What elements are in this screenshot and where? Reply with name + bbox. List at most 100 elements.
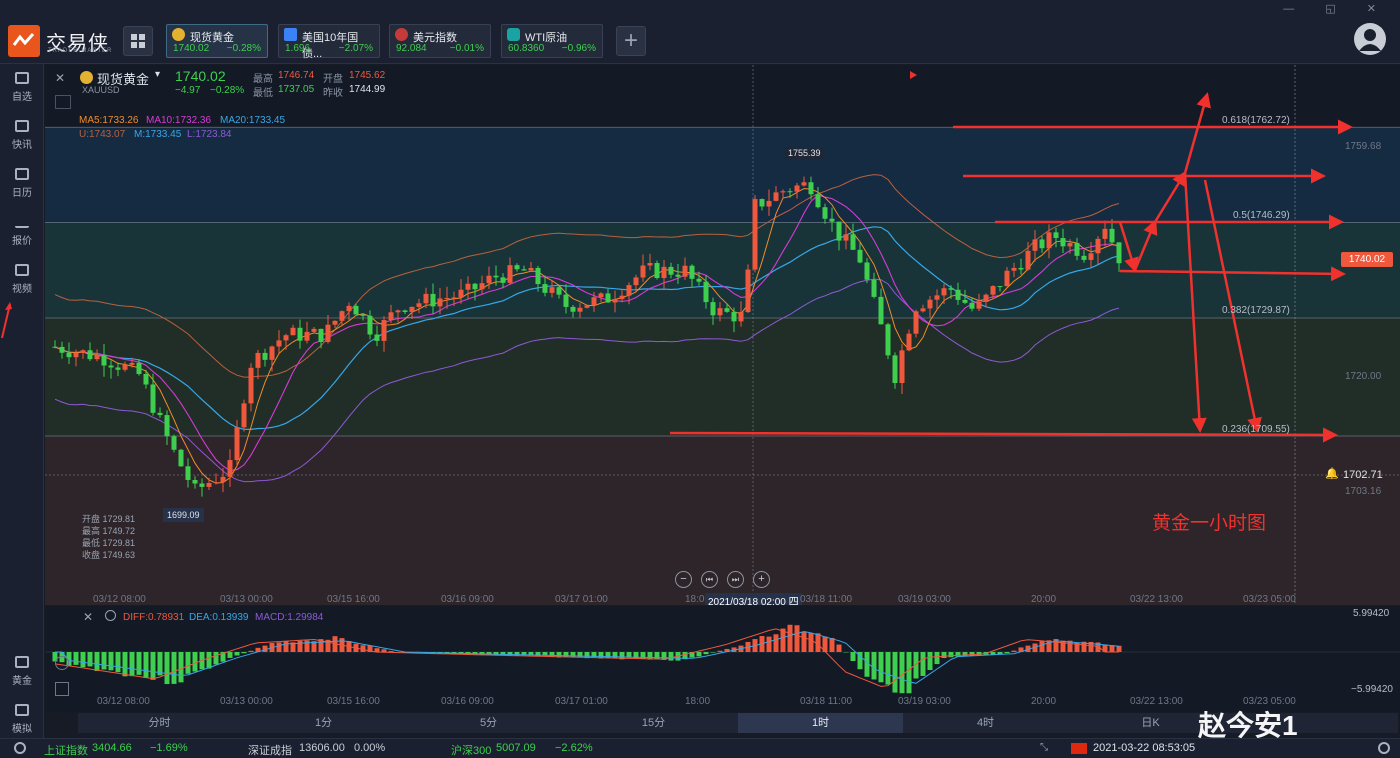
candle bbox=[794, 185, 800, 192]
time-axis-label: 03/19 03:00 bbox=[898, 696, 951, 707]
indicator-icon[interactable] bbox=[55, 682, 69, 696]
candle bbox=[192, 479, 198, 484]
candle bbox=[311, 328, 317, 332]
macd-bar bbox=[178, 652, 184, 683]
sidebar-item-calendar[interactable]: 日历 bbox=[0, 160, 44, 208]
candle bbox=[500, 277, 506, 283]
instrument-name[interactable]: 现货黄金 bbox=[97, 72, 150, 87]
macd-bar bbox=[976, 652, 982, 656]
tab-timeframe-1m[interactable]: 1分 bbox=[314, 717, 333, 729]
fib-500-label: 0.5(1746.29) bbox=[1233, 210, 1290, 221]
pen-icon[interactable] bbox=[55, 656, 69, 670]
zoom-in-icon[interactable]: + bbox=[753, 571, 770, 588]
macd-bar bbox=[248, 650, 254, 652]
candle bbox=[458, 289, 464, 298]
chevron-down-icon[interactable]: ▾ bbox=[155, 69, 161, 80]
candle bbox=[969, 302, 975, 309]
add-tab-button[interactable]: + bbox=[616, 26, 646, 56]
trend-arrow bbox=[1133, 219, 1158, 271]
bell-icon[interactable]: 🔔 bbox=[1325, 468, 1339, 480]
candle bbox=[654, 263, 660, 278]
macd-bar bbox=[1067, 640, 1073, 652]
macd-bar bbox=[157, 652, 163, 676]
macd-axis-bottom: −5.99420 bbox=[1351, 684, 1393, 695]
gear-icon[interactable] bbox=[105, 610, 116, 621]
index-name[interactable]: 深证成指 bbox=[248, 745, 292, 757]
candle bbox=[199, 483, 205, 487]
macd-chart[interactable] bbox=[45, 606, 1400, 712]
candlestick-chart[interactable] bbox=[45, 65, 1400, 605]
tab-timeframe-daily[interactable]: 日K bbox=[1141, 717, 1160, 729]
fib-618-label: 0.618(1762.72) bbox=[1222, 115, 1290, 126]
tab-timeframe-4h[interactable]: 4时 bbox=[976, 717, 995, 729]
candle bbox=[381, 320, 387, 341]
tab-timeframe-tick[interactable]: 分时 bbox=[148, 717, 171, 729]
candle bbox=[906, 333, 912, 351]
macd-bar bbox=[1004, 652, 1010, 654]
candle bbox=[1039, 239, 1045, 249]
candle bbox=[1060, 238, 1066, 247]
high-marker: 1755.39 bbox=[785, 147, 824, 159]
high-label: 最高 bbox=[253, 74, 273, 85]
macd-bar bbox=[619, 652, 625, 660]
gold-icon bbox=[80, 71, 93, 84]
macd-bar bbox=[171, 652, 177, 684]
candle bbox=[675, 274, 681, 277]
pin-icon[interactable] bbox=[55, 95, 71, 109]
candle bbox=[710, 302, 716, 316]
headset-icon[interactable] bbox=[14, 742, 26, 754]
tab-timeframe-5m[interactable]: 5分 bbox=[479, 717, 498, 729]
index-change: −2.62% bbox=[555, 742, 593, 754]
tab-timeframe-15m[interactable]: 15分 bbox=[641, 717, 666, 729]
candle bbox=[584, 305, 590, 308]
sidebar-item-watchlist[interactable]: 自选 bbox=[0, 64, 44, 112]
close-icon[interactable]: ✕ bbox=[55, 71, 66, 85]
skip-back-icon[interactable]: ⏮ bbox=[701, 571, 718, 588]
macd-bar bbox=[1088, 641, 1094, 652]
macd-bar bbox=[1095, 642, 1101, 652]
index-name[interactable]: 沪深300 bbox=[451, 745, 492, 757]
skip-forward-icon[interactable]: ⏭ bbox=[727, 571, 744, 588]
link-icon[interactable]: ⤡ bbox=[1040, 742, 1048, 753]
sidebar-item-gold[interactable]: 黄金 bbox=[0, 648, 44, 696]
candle bbox=[829, 218, 835, 222]
macd-bar bbox=[787, 624, 793, 652]
boll-lower-line bbox=[54, 278, 1120, 483]
macd-bar bbox=[360, 645, 366, 652]
candle bbox=[815, 194, 821, 208]
index-name[interactable]: 上证指数 bbox=[44, 745, 88, 757]
gear-icon[interactable] bbox=[1378, 742, 1390, 754]
price-chart[interactable]: ✕ 现货黄金 ▾ XAUUSD 1740.02 −4.97 −0.28% 最高 … bbox=[45, 65, 1400, 605]
low-value: 1737.05 bbox=[278, 84, 315, 95]
avatar[interactable] bbox=[1354, 23, 1386, 55]
candle bbox=[514, 265, 520, 270]
time-axis-label: 03/17 01:00 bbox=[555, 594, 608, 605]
tab-wti-oil[interactable]: WTI原油 60.8360 −0.96% bbox=[501, 24, 603, 58]
macd-bar bbox=[381, 649, 387, 652]
sidebar-item-demo[interactable]: 模拟 bbox=[0, 696, 44, 744]
tab-timeframe-1h[interactable]: 1时 bbox=[738, 713, 903, 733]
macd-bar bbox=[906, 652, 912, 694]
macd-bar bbox=[213, 652, 219, 665]
tab-gold[interactable]: 现货黄金 1740.02 −0.28% bbox=[166, 24, 268, 58]
app-subname: TRADER MASTER bbox=[48, 48, 113, 54]
layout-grid-button[interactable] bbox=[123, 26, 153, 56]
zoom-out-icon[interactable]: − bbox=[675, 571, 692, 588]
close-icon[interactable]: ✕ bbox=[83, 610, 94, 624]
window-controls[interactable]: — ◱ ✕ bbox=[1283, 3, 1390, 15]
sidebar-item-news[interactable]: 快讯 bbox=[0, 112, 44, 160]
macd-bar bbox=[129, 652, 135, 677]
macd-bar bbox=[549, 652, 555, 657]
time-axis-label: 03/23 05:00 bbox=[1243, 594, 1296, 605]
sidebar-item-video[interactable]: 视频 bbox=[0, 256, 44, 304]
candle bbox=[759, 199, 765, 207]
macd-bar bbox=[570, 652, 576, 658]
macd-bar bbox=[801, 631, 807, 652]
tab-usd-index[interactable]: 美元指数 92.084 −0.01% bbox=[389, 24, 491, 58]
macd-bar bbox=[528, 652, 534, 656]
macd-bar bbox=[885, 652, 891, 685]
tab-us10y[interactable]: 美国10年国债... 1.696 −2.07% bbox=[278, 24, 380, 60]
sidebar-item-quotes[interactable]: 报价 bbox=[0, 208, 44, 256]
candle bbox=[66, 352, 72, 358]
macd-panel[interactable]: ✕ DIFF:0.78931 DEA:0.13939 MACD:1.29984 … bbox=[45, 606, 1400, 712]
